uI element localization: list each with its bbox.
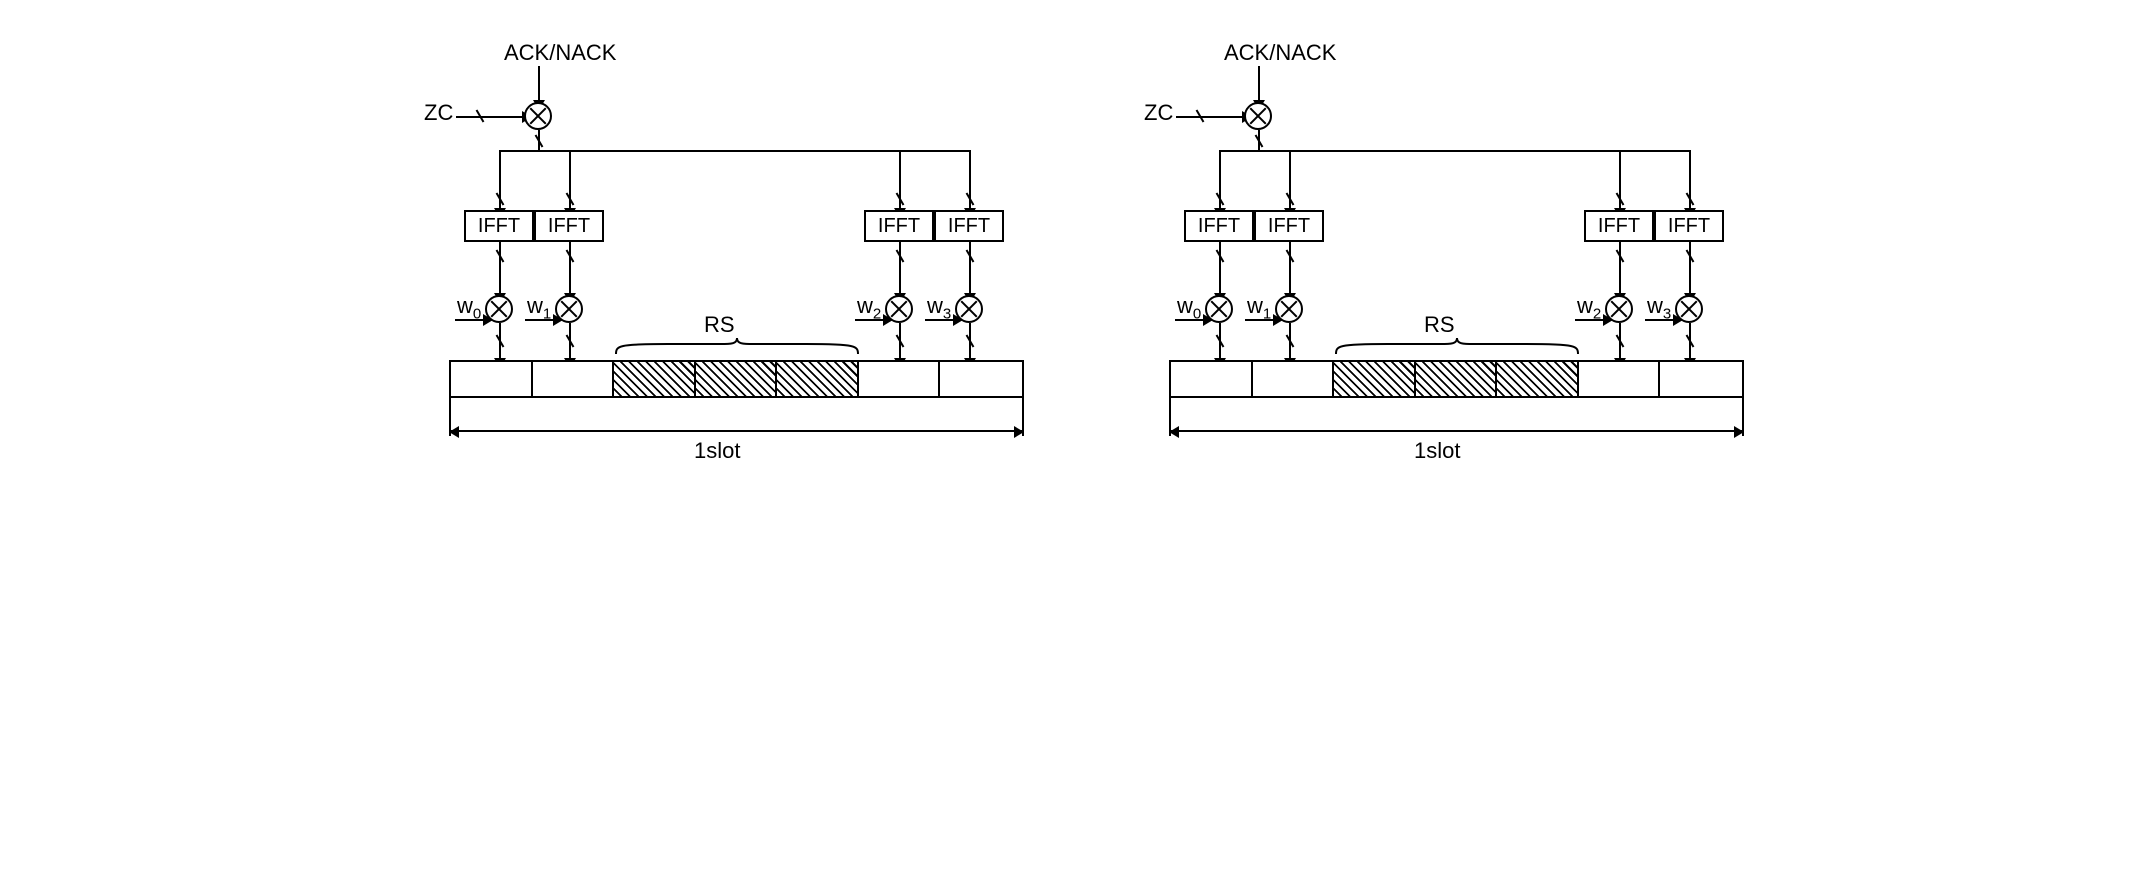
ifft-box: IFFT [1184,210,1254,242]
ifft-box: IFFT [1254,210,1324,242]
rs-symbol [1497,362,1579,396]
symbol-strip [1169,360,1744,398]
weight-label: w2 [857,293,881,322]
data-symbol [451,362,533,396]
data-symbol [1171,362,1253,396]
rs-brace [614,338,860,354]
slot-duration-label: 1slot [1414,438,1460,464]
ifft-box: IFFT [864,210,934,242]
data-symbol [533,362,615,396]
mixer-zc [524,102,552,130]
weight-label: w3 [927,293,951,322]
weight-label: w1 [1247,293,1271,322]
data-symbol [1253,362,1335,396]
rs-symbol [696,362,778,396]
ack-nack-label: ACK/NACK [1224,40,1336,66]
weight-label: w3 [1647,293,1671,322]
slot-diagram-left: ACK/NACK ZC IFFT w0 IFFT w1 IFFT w2 IFFT w3 RS 1slo… [404,40,1024,490]
ack-nack-label: ACK/NACK [504,40,616,66]
rs-label: RS [1424,312,1455,338]
rs-symbol [777,362,859,396]
data-symbol [940,362,1022,396]
ifft-box: IFFT [934,210,1004,242]
weight-label: w0 [1177,293,1201,322]
ifft-box: IFFT [1654,210,1724,242]
rs-label: RS [704,312,735,338]
symbol-strip [449,360,1024,398]
zc-label: ZC [1144,100,1173,126]
ifft-box: IFFT [1584,210,1654,242]
ifft-box: IFFT [464,210,534,242]
data-symbol [1660,362,1742,396]
rs-symbol [1334,362,1416,396]
zc-label: ZC [424,100,453,126]
ifft-box: IFFT [534,210,604,242]
slot-duration-label: 1slot [694,438,740,464]
rs-symbol [1416,362,1498,396]
mixer-zc [1244,102,1272,130]
weight-label: w0 [457,293,481,322]
rs-brace [1334,338,1580,354]
rs-symbol [614,362,696,396]
diagram-container: ACK/NACK ZC IFFT w0 IFFT w1 IFFT w2 IFFT w3 RS 1slo… [404,40,1744,490]
slot-diagram-right: ACK/NACK ZC IFFT w0 IFFT w1 IFFT w2 IFFT w3 RS 1slo… [1124,40,1744,490]
weight-label: w2 [1577,293,1601,322]
data-symbol [1579,362,1661,396]
data-symbol [859,362,941,396]
weight-label: w1 [527,293,551,322]
